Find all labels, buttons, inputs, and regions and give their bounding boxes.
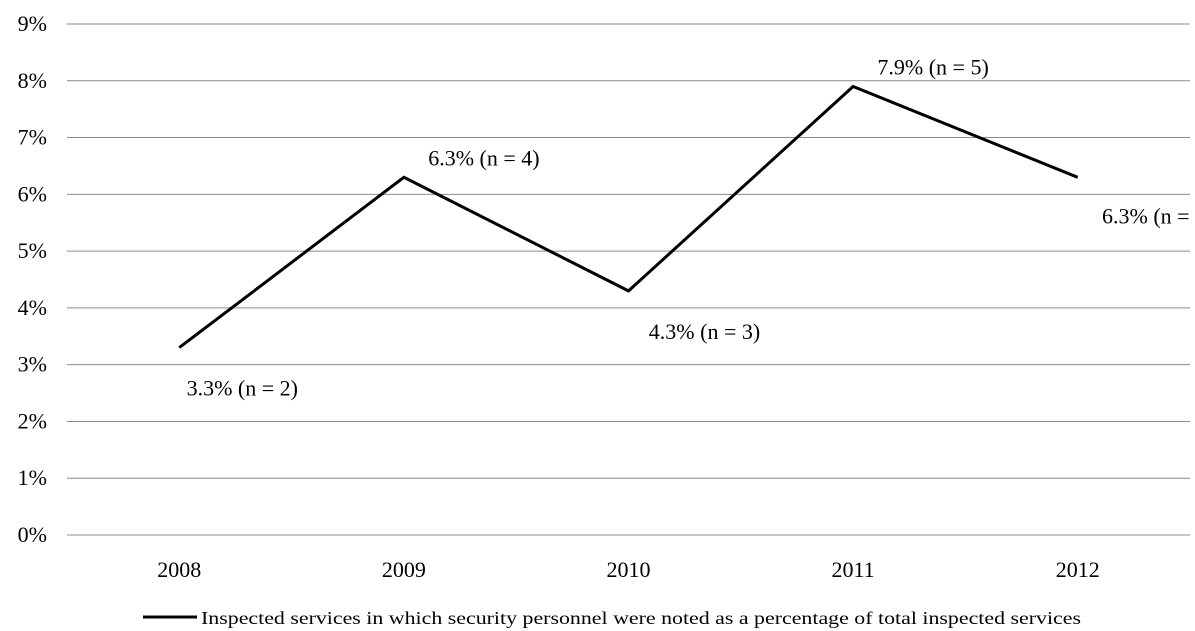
y-tick-label: 8% xyxy=(18,68,47,93)
data-label: 7.9% (n = 5) xyxy=(877,54,988,79)
x-tick-label: 2008 xyxy=(157,557,201,582)
y-tick-label: 2% xyxy=(18,408,47,433)
series-layer xyxy=(178,84,1079,349)
data-labels: 3.3% (n = 2) 6.3% (n = 4) 4.3% (n = 3) 7.9%… xyxy=(187,54,1195,400)
y-tick-label: 7% xyxy=(18,125,47,150)
x-tick-label: 2011 xyxy=(832,557,875,582)
legend: Inspected services in which security per… xyxy=(143,608,1081,628)
y-tick-label: 4% xyxy=(18,295,47,320)
data-label: 6.3% (n = 4) xyxy=(428,145,539,170)
data-label: 4.3% (n = 3) xyxy=(649,319,760,344)
data-label: 3.3% (n = 2) xyxy=(187,376,298,401)
x-axis-ticks: 2008 2009 2010 2011 2012 xyxy=(157,557,1099,582)
y-axis-ticks: 0% 1% 2% 3% 4% 5% 6% 7% 8% 9% xyxy=(18,11,47,547)
x-tick-label: 2009 xyxy=(382,557,426,582)
y-tick-label: 1% xyxy=(18,465,47,490)
x-tick-label: 2010 xyxy=(607,557,651,582)
y-tick-label: 6% xyxy=(18,181,47,206)
y-tick-label: 3% xyxy=(18,352,47,377)
series-line xyxy=(178,84,1079,349)
gridlines xyxy=(67,23,1190,536)
y-tick-label: 0% xyxy=(18,522,47,547)
y-tick-label: 9% xyxy=(18,11,47,36)
x-tick-label: 2012 xyxy=(1056,557,1100,582)
data-label: 6.3% (n = 4) xyxy=(1102,203,1195,228)
legend-label: Inspected services in which security per… xyxy=(201,608,1081,628)
y-tick-label: 5% xyxy=(18,238,47,263)
